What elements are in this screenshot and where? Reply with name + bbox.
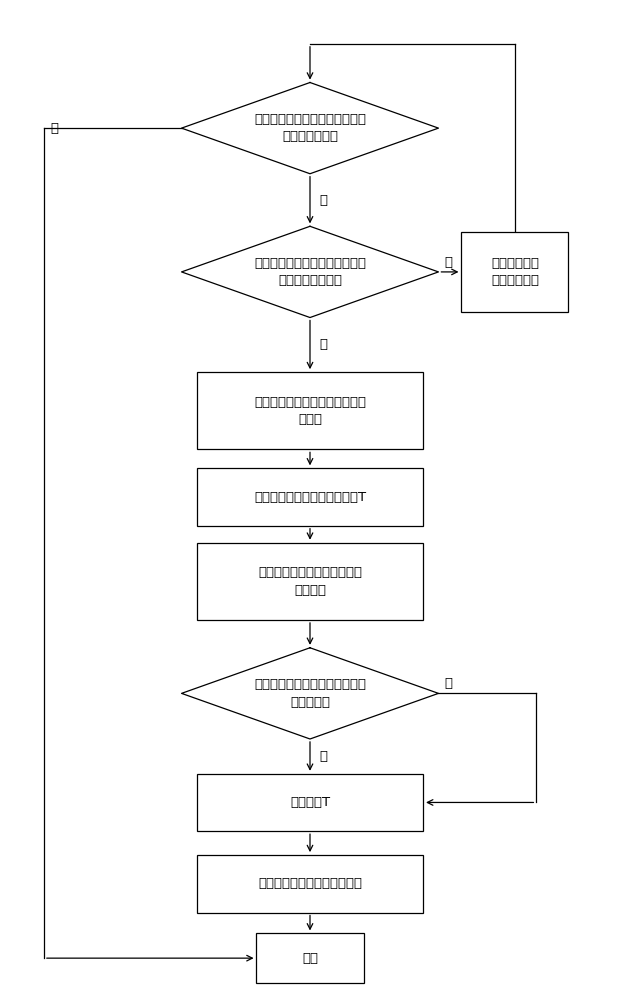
Text: 否: 否 — [50, 122, 58, 135]
Bar — [197, 372, 423, 449]
Text: 预计月亮对地球敏感器探头的干
扰情况: 预计月亮对地球敏感器探头的干 扰情况 — [254, 395, 366, 426]
Bar — [461, 232, 569, 312]
Bar — [197, 855, 423, 913]
Text: 是: 是 — [445, 677, 453, 690]
Bar — [197, 543, 423, 620]
Text: 是否出现预计的月亮干扰地球敏
感器的情况: 是否出现预计的月亮干扰地球敏 感器的情况 — [254, 678, 366, 709]
Text: 否: 否 — [319, 750, 327, 763]
Text: 等待时间T: 等待时间T — [290, 796, 330, 809]
Text: 计算卫星捕获地球一圈的时间T: 计算卫星捕获地球一圈的时间T — [254, 491, 366, 504]
Text: 重新选择地球
捕获开始时间: 重新选择地球 捕获开始时间 — [491, 257, 539, 287]
Bar — [257, 933, 363, 983]
Bar — [197, 774, 423, 831]
Text: 转地球指向模式时月亮是否会干
扰地球敏感器探头: 转地球指向模式时月亮是否会干 扰地球敏感器探头 — [254, 257, 366, 287]
Bar — [197, 468, 423, 526]
Text: 地球捕获过程中月亮是否会进入
地球敏感器视场: 地球捕获过程中月亮是否会进入 地球敏感器视场 — [254, 113, 366, 143]
Text: 设置允许卫星自动转模式标志: 设置允许卫星自动转模式标志 — [258, 877, 362, 890]
Text: 是: 是 — [319, 194, 327, 207]
Text: 结束: 结束 — [302, 952, 318, 965]
Text: 观察地球敏感器输出的姿态角
实时遥测: 观察地球敏感器输出的姿态角 实时遥测 — [258, 566, 362, 597]
Text: 是: 是 — [445, 255, 453, 268]
Text: 否: 否 — [319, 338, 327, 351]
